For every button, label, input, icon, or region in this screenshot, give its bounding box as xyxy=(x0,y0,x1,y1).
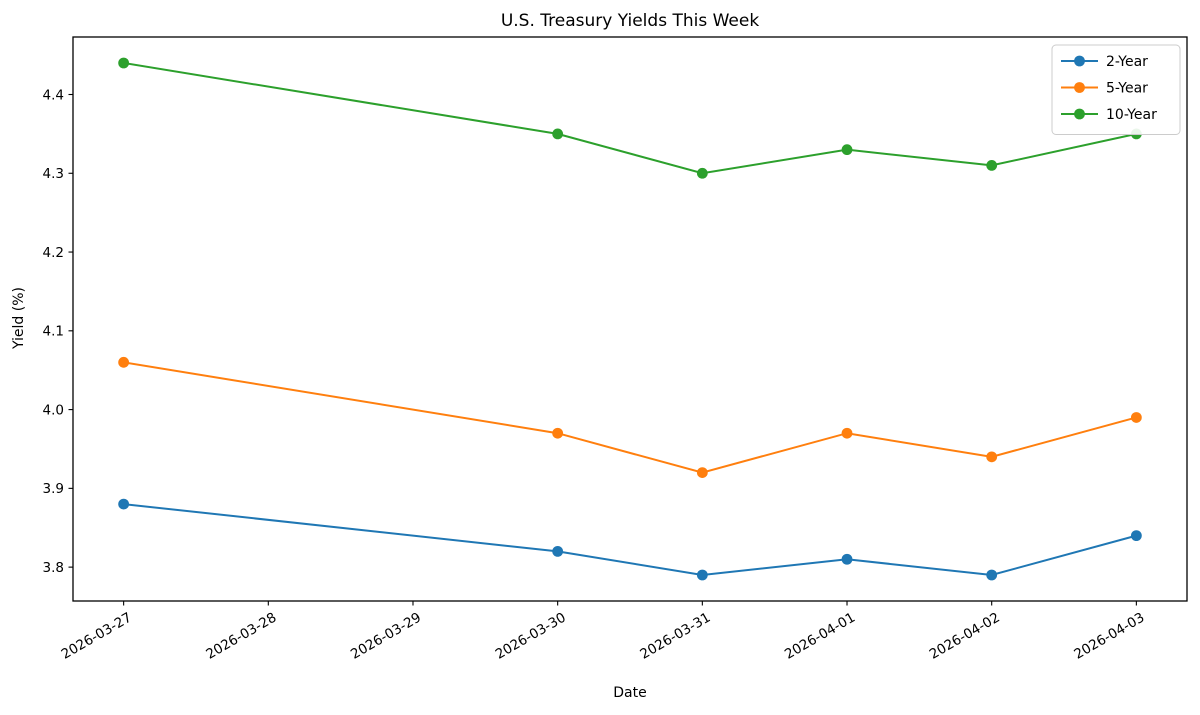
series-marker-5-year xyxy=(841,427,853,439)
series-marker-5-year xyxy=(696,467,708,479)
x-tick-label: 2026-03-28 xyxy=(203,610,279,663)
x-tick-label: 2026-03-31 xyxy=(637,610,713,663)
series-line-5-year xyxy=(122,361,1138,474)
series-marker-2-year xyxy=(1130,530,1142,542)
series-marker-5-year xyxy=(552,427,564,439)
x-axis-label: Date xyxy=(613,685,647,701)
x-tick-label: 2026-04-01 xyxy=(782,610,858,663)
x-tick-label: 2026-03-29 xyxy=(348,610,424,663)
x-tick-label: 2026-04-02 xyxy=(927,610,1003,663)
y-tick-label: 4.4 xyxy=(43,87,64,103)
series-marker-10-year xyxy=(118,57,130,69)
series-marker-2-year xyxy=(986,569,998,581)
series-line-2-year xyxy=(122,503,1138,577)
series-marker-5-year xyxy=(986,451,998,463)
series-line-10-year xyxy=(122,61,1138,175)
x-tick-label: 2026-04-03 xyxy=(1071,610,1147,663)
series-marker-10-year xyxy=(841,144,853,156)
y-tick-label: 3.9 xyxy=(43,481,64,497)
series-marker-2-year xyxy=(841,553,853,565)
legend-sample-marker xyxy=(1074,82,1085,93)
y-tick-label: 4.3 xyxy=(43,166,64,182)
legend-sample-marker xyxy=(1074,55,1085,67)
plot-frame xyxy=(72,36,1188,602)
legend-label: 5-Year xyxy=(1106,81,1148,97)
series-marker-10-year xyxy=(986,159,998,171)
legend-label: 2-Year xyxy=(1106,54,1148,70)
series-marker-2-year xyxy=(696,569,708,581)
series-marker-2-year xyxy=(552,545,564,557)
x-tick-label: 2026-03-30 xyxy=(493,610,569,663)
y-tick-label: 3.8 xyxy=(43,560,64,576)
legend-label: 10-Year xyxy=(1106,107,1157,123)
legend-sample-marker xyxy=(1074,108,1085,120)
series-marker-2-year xyxy=(118,498,130,510)
chart-title: U.S. Treasury Yields This Week xyxy=(500,11,760,31)
series-marker-10-year xyxy=(696,167,708,179)
y-axis-label: Yield (%) xyxy=(11,287,27,350)
y-tick-label: 4.2 xyxy=(43,245,64,261)
y-tick-label: 4.1 xyxy=(43,324,64,340)
x-tick-label: 2026-03-27 xyxy=(59,610,135,663)
series-marker-5-year xyxy=(118,356,130,368)
series-marker-5-year xyxy=(1130,412,1142,423)
y-tick-label: 4.0 xyxy=(43,402,64,418)
series-marker-10-year xyxy=(552,128,564,140)
